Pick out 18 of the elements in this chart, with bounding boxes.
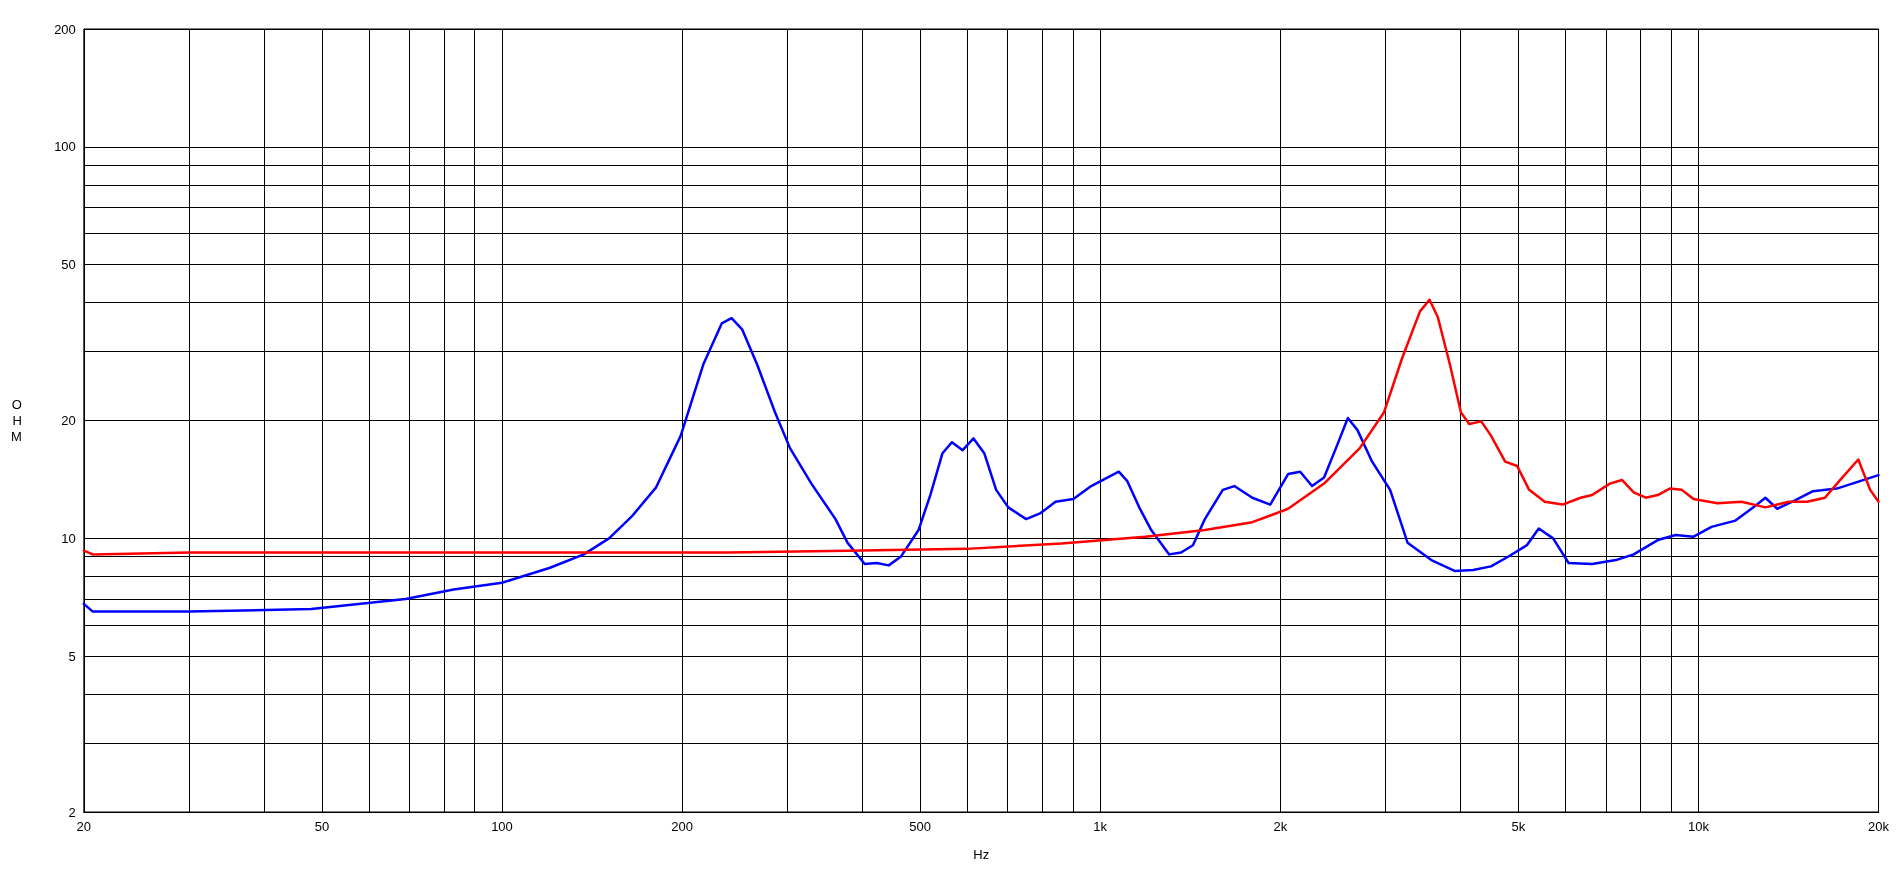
x-tick-label: 200 [671, 819, 693, 834]
x-tick-label: 50 [314, 819, 330, 834]
y-tick-label: 20 [61, 413, 76, 428]
x-tick-label: 2k [1273, 819, 1288, 834]
y-tick-label: 2 [68, 804, 76, 820]
x-axis-title: Hz [973, 847, 990, 862]
x-tick-label: 5k [1511, 819, 1526, 834]
x-tick-label: 10k [1687, 819, 1710, 834]
y-axis-title: OHM [10, 397, 22, 444]
x-tick-label: 500 [909, 819, 931, 834]
y-tick-label: 10 [61, 530, 76, 546]
x-tick-label: 100 [491, 819, 513, 834]
x-tick-label: 1k [1093, 819, 1108, 834]
y-tick-label: 50 [61, 257, 76, 273]
x-tick-label: 20k [1868, 819, 1890, 834]
y-tick-label: 5 [68, 648, 76, 664]
y-tick-label: 100 [54, 139, 76, 155]
y-tick-label: 200 [54, 21, 76, 37]
